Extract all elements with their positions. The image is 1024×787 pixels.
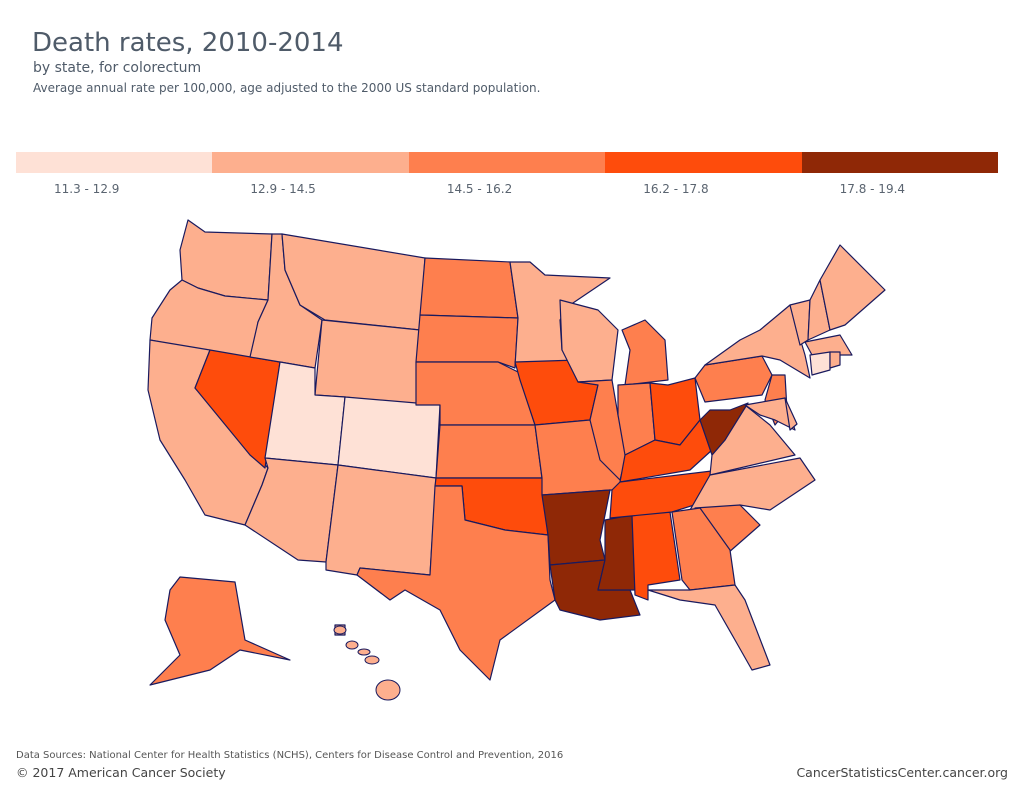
page-description: Average annual rate per 100,000, age adj… — [33, 81, 541, 95]
state-mi[interactable] — [621, 319, 669, 386]
state-nd[interactable] — [419, 257, 519, 319]
legend-swatch-3 — [408, 152, 606, 173]
legend-swatch-2 — [212, 152, 409, 173]
legend-swatch-5 — [801, 152, 999, 173]
state-fl[interactable] — [647, 584, 771, 671]
site-link[interactable]: CancerStatisticsCenter.cancer.org — [796, 765, 1008, 780]
state-wy[interactable] — [314, 319, 421, 406]
state-hi-island[interactable] — [357, 648, 371, 656]
state-me[interactable] — [819, 244, 886, 331]
state-nm[interactable] — [325, 464, 437, 576]
state-co[interactable] — [337, 396, 441, 479]
copyright: © 2017 American Cancer Society — [16, 765, 226, 780]
legend-label: 12.9 - 14.5 — [250, 182, 316, 196]
state-ks[interactable] — [435, 424, 543, 479]
state-hi-island[interactable] — [345, 640, 359, 650]
data-sources: Data Sources: National Center for Health… — [16, 750, 564, 761]
legend-label: 11.3 - 12.9 — [54, 182, 120, 196]
state-ny[interactable] — [704, 304, 811, 379]
state-ri[interactable] — [829, 351, 841, 369]
page-title: Death rates, 2010-2014 — [32, 28, 344, 58]
state-hi-island[interactable] — [375, 679, 401, 701]
legend-label: 17.8 - 19.4 — [839, 182, 906, 196]
state-ak[interactable] — [149, 576, 291, 686]
state-wv[interactable] — [699, 402, 749, 456]
state-tx[interactable] — [356, 485, 556, 681]
state-hi-island[interactable] — [333, 625, 347, 635]
legend-swatch-1 — [16, 152, 213, 173]
state-ar[interactable] — [541, 489, 611, 566]
legend-swatch-4 — [605, 152, 802, 173]
state-nc[interactable] — [689, 457, 816, 511]
page-subtitle: by state, for colorectum — [33, 60, 202, 76]
state-sd[interactable] — [415, 314, 519, 369]
state-md[interactable] — [744, 397, 796, 431]
legend-label: 14.5 - 16.2 — [446, 182, 513, 196]
state-ct[interactable] — [809, 351, 831, 376]
state-hi-island[interactable] — [364, 655, 380, 665]
legend-labels: 11.3 - 12.9 12.9 - 14.5 14.5 - 16.2 16.2… — [16, 182, 998, 196]
state-al[interactable] — [631, 511, 681, 601]
state-ma[interactable] — [804, 334, 853, 356]
color-legend — [16, 152, 999, 173]
state-pa[interactable] — [694, 355, 773, 403]
state-de[interactable] — [784, 397, 798, 431]
legend-label: 16.2 - 17.8 — [643, 182, 709, 196]
